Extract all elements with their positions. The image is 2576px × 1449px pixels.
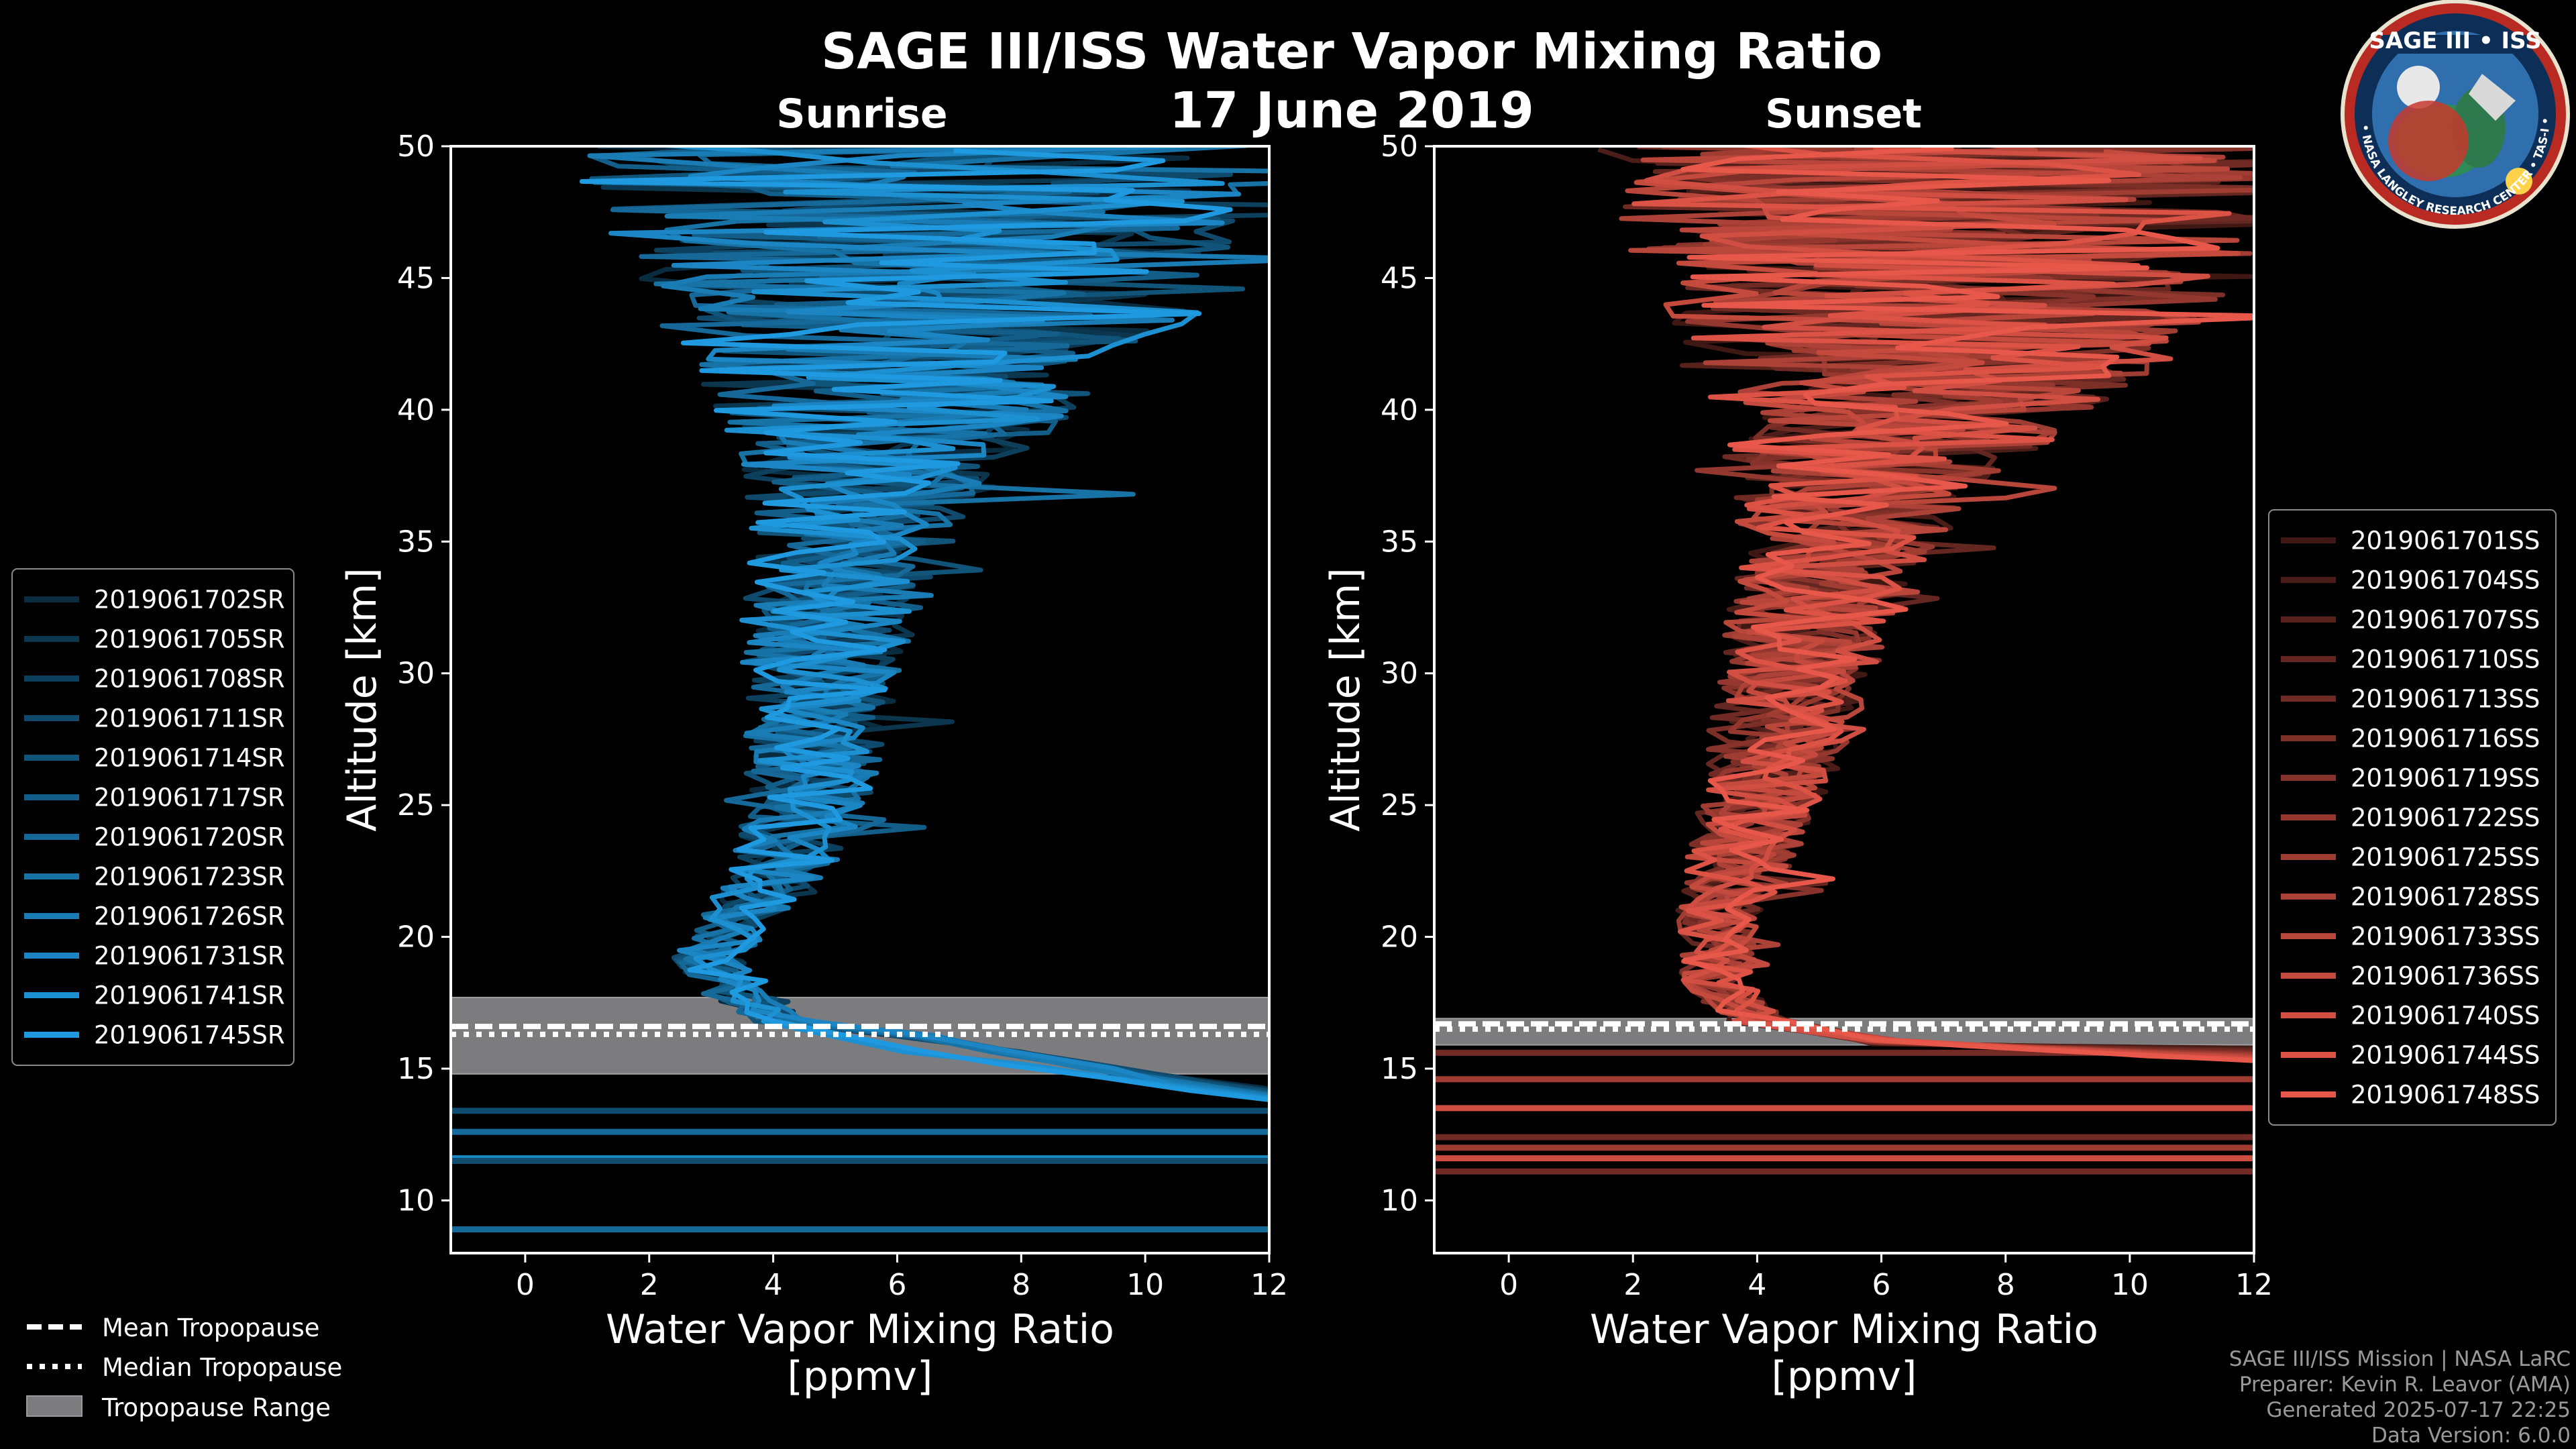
logo-title: SAGE III • ISS: [2369, 28, 2541, 54]
y-tick-label: 15: [397, 1052, 435, 1086]
tropopause-range-label: Tropopause Range: [101, 1393, 331, 1422]
profile-2019061736SS: [1633, 149, 2254, 1061]
y-tick-label: 10: [397, 1183, 435, 1218]
y-tick-label: 40: [397, 393, 435, 427]
y-axis-label: Altitude [km]: [1322, 568, 1369, 832]
sunrise-panel: Sunrise 0 2 4 6 8 10 12 10 15 20 25 30 35 40 45 50 Water …: [339, 91, 1288, 1400]
x-tick-label: 2: [1623, 1268, 1642, 1302]
legend-entry: 2019061745SR: [94, 1021, 285, 1050]
x-tick-label: 8: [1996, 1268, 2015, 1302]
x-tick-label: 6: [1872, 1268, 1891, 1302]
profile-2019061725SS: [1676, 146, 2254, 1058]
x-tick-label: 10: [2111, 1268, 2149, 1302]
y-tick-label: 50: [397, 129, 435, 164]
x-tick-label: 6: [888, 1268, 906, 1302]
legend-entry: 2019061720SR: [94, 823, 285, 852]
sunset-panel-title: Sunset: [1765, 91, 1922, 138]
legend-entry: 2019061726SR: [94, 902, 285, 931]
tropopause-range-swatch: [26, 1395, 83, 1417]
footer-version: Data Version: 6.0.0: [2371, 1424, 2571, 1448]
legend-entry: 2019061704SS: [2351, 566, 2540, 595]
legend-box: [2268, 509, 2557, 1126]
y-tick-label: 25: [397, 788, 435, 822]
x-axis-unit: [ppmv]: [1772, 1353, 1917, 1400]
sunrise-panel-title: Sunrise: [776, 91, 947, 138]
median-tropopause-label: Median Tropopause: [102, 1353, 342, 1382]
plot-area: [451, 146, 1269, 1233]
legend-entry: 2019061725SS: [2351, 843, 2540, 872]
profile-2019061741SR: [643, 146, 1269, 1102]
x-tick-label: 4: [1748, 1268, 1766, 1302]
y-tick-label: 45: [397, 261, 435, 295]
legend-entry: 2019061713SS: [2351, 685, 2540, 714]
y-tick-label: 35: [1381, 525, 1418, 559]
legend-entry: 2019061728SS: [2351, 883, 2540, 912]
sunset-legend: 2019061701SS 2019061704SS 2019061707SS 2019…: [2268, 509, 2557, 1126]
legend-entry: 2019061733SS: [2351, 922, 2540, 951]
tropopause-legend: Mean Tropopause Median Tropopause Tropop…: [26, 1313, 342, 1422]
legend-entry: 2019061744SS: [2351, 1041, 2540, 1070]
legend-entry: 2019061701SS: [2351, 527, 2540, 555]
legend-entry: 2019061716SS: [2351, 724, 2540, 753]
y-tick-label: 45: [1381, 261, 1418, 295]
x-tick-label: 0: [1499, 1268, 1518, 1302]
x-tick-label: 10: [1126, 1268, 1164, 1302]
legend-entry: 2019061711SR: [94, 704, 285, 733]
y-tick-label: 20: [1381, 920, 1418, 955]
legend-entry: 2019061702SR: [94, 586, 285, 614]
legend-entry: 2019061741SR: [94, 981, 285, 1010]
legend-entry: 2019061748SS: [2351, 1081, 2540, 1110]
x-tick-label: 2: [640, 1268, 659, 1302]
axes-frame: [1433, 145, 2255, 1254]
y-tick-label: 50: [1381, 129, 1418, 164]
plot-area: [1434, 146, 2254, 1175]
profile-2019061717SR: [589, 146, 1269, 1096]
footer-mission: SAGE III/ISS Mission | NASA LaRC: [2229, 1347, 2571, 1371]
legend-entry: 2019061708SR: [94, 665, 285, 694]
y-tick-label: 40: [1381, 393, 1418, 427]
y-tick-label: 35: [397, 525, 435, 559]
legend-entry: 2019061714SR: [94, 744, 285, 773]
legend-entry: 2019061736SS: [2351, 962, 2540, 991]
x-tick-label: 4: [764, 1268, 783, 1302]
axes-frame: [449, 145, 1271, 1254]
x-tick-label: 12: [1250, 1268, 1288, 1302]
legend-entry: 2019061705SR: [94, 625, 285, 654]
footer-generated: Generated 2025-07-17 22:25: [2266, 1398, 2571, 1422]
figure-date: 17 June 2019: [1169, 82, 1534, 140]
profile-2019061745SR: [579, 148, 1269, 1103]
footer: SAGE III/ISS Mission | NASA LaRC Prepare…: [2229, 1347, 2571, 1448]
x-tick-label: 8: [1012, 1268, 1030, 1302]
legend-entry: 2019061719SS: [2351, 764, 2540, 793]
y-tick-label: 25: [1381, 788, 1418, 822]
x-tick-label: 12: [2235, 1268, 2273, 1302]
figure-title: SAGE III/ISS Water Vapor Mixing Ratio: [821, 23, 1882, 80]
y-tick-label: 20: [397, 920, 435, 955]
legend-entry: 2019061707SS: [2351, 606, 2540, 635]
x-axis-unit: [ppmv]: [788, 1353, 933, 1400]
legend-entry: 2019061722SS: [2351, 804, 2540, 833]
x-axis-label: Water Vapor Mixing Ratio: [606, 1306, 1114, 1353]
footer-preparer: Preparer: Kevin R. Leavor (AMA): [2239, 1373, 2571, 1397]
y-tick-label: 30: [397, 657, 435, 691]
legend-entry: 2019061740SS: [2351, 1002, 2540, 1030]
legend-entry: 2019061723SR: [94, 863, 285, 892]
y-tick-label: 10: [1381, 1183, 1418, 1218]
sunset-panel: Sunset 0 2 4 6 8 10 12 10 15 20 25 30 35 40 45 50 Water V…: [1322, 91, 2273, 1400]
y-tick-label: 30: [1381, 657, 1418, 691]
sage-iii-iss-logo: SAGE III • ISS BALL • NASA LANGLEY RESEA…: [2341, 0, 2570, 229]
sunrise-legend: 2019061702SR 2019061705SR 2019061708SR 2019…: [11, 568, 294, 1066]
legend-box: [11, 568, 294, 1066]
legend-entry: 2019061731SR: [94, 942, 285, 971]
mean-tropopause-label: Mean Tropopause: [102, 1313, 320, 1342]
profile-2019061748SS: [1680, 146, 2254, 1063]
y-axis-label: Altitude [km]: [339, 568, 386, 832]
y-tick-label: 15: [1381, 1052, 1418, 1086]
legend-entry: 2019061717SR: [94, 784, 285, 812]
x-axis-label: Water Vapor Mixing Ratio: [1590, 1306, 2098, 1353]
legend-entry: 2019061710SS: [2351, 645, 2540, 674]
x-tick-label: 0: [516, 1268, 535, 1302]
